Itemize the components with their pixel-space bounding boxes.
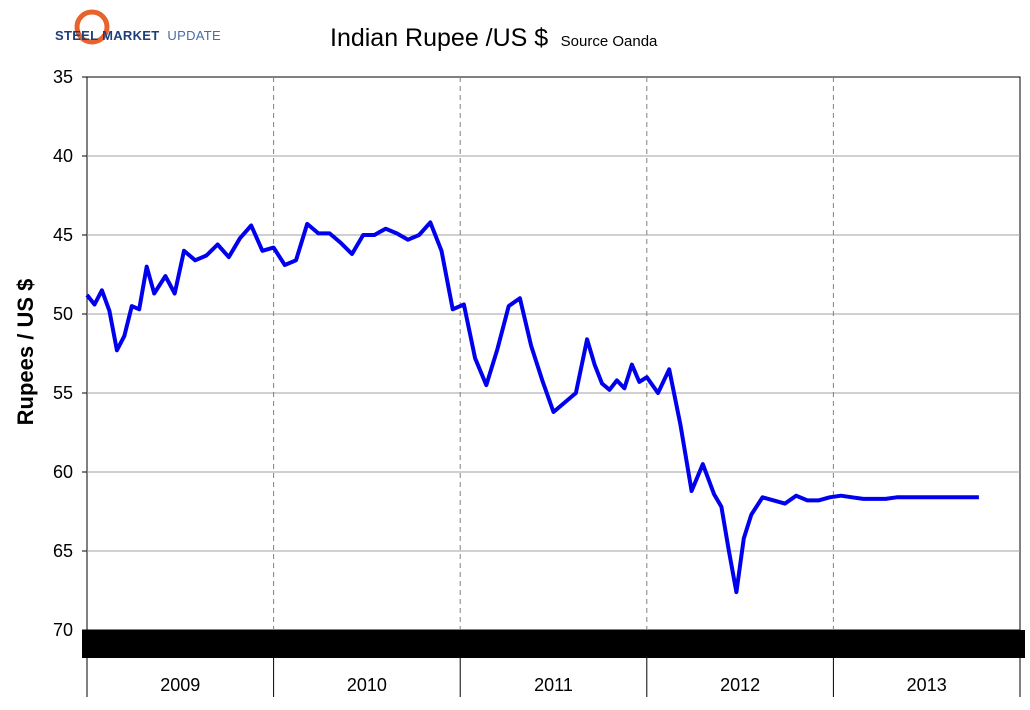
plot-area <box>86 76 1021 631</box>
logo-text: STEEL MARKET UPDATE <box>55 28 221 43</box>
logo-text-light: UPDATE <box>167 28 221 43</box>
x-category-label: 2012 <box>720 675 760 695</box>
y-tick-label: 70 <box>53 620 73 640</box>
series-group <box>85 220 979 595</box>
chart-title: Indian Rupee /US $ Source Oanda <box>330 24 658 52</box>
plot-frame <box>86 76 1021 631</box>
y-axis: 35 40 45 50 55 60 65 70 <box>53 67 87 640</box>
y-tick-label: 50 <box>53 304 73 324</box>
y-tick-label: 60 <box>53 462 73 482</box>
x-axis: 2009 2010 2011 2012 2013 <box>82 630 1025 697</box>
series-line <box>85 220 979 595</box>
y-tick-label: 40 <box>53 146 73 166</box>
chart-title-main: Indian Rupee /US $ <box>330 24 548 52</box>
y-tick-label: 65 <box>53 541 73 561</box>
logo-text-bold: STEEL MARKET <box>55 28 159 43</box>
y-tick-label: 55 <box>53 383 73 403</box>
x-category-label: 2009 <box>160 675 200 695</box>
logo-ring-icon <box>74 9 110 45</box>
x-category-label: 2013 <box>907 675 947 695</box>
chart-subtitle: Source Oanda <box>561 33 658 50</box>
y-tick-label: 45 <box>53 225 73 245</box>
x-category-label: 2010 <box>347 675 387 695</box>
y-tick-label: 35 <box>53 67 73 87</box>
x-category-label: 2011 <box>534 675 573 695</box>
grid <box>87 77 1020 630</box>
logo: STEEL MARKET UPDATE <box>55 9 221 45</box>
x-axis-band <box>82 630 1025 658</box>
y-axis-label: Rupees / US $ <box>13 279 38 426</box>
